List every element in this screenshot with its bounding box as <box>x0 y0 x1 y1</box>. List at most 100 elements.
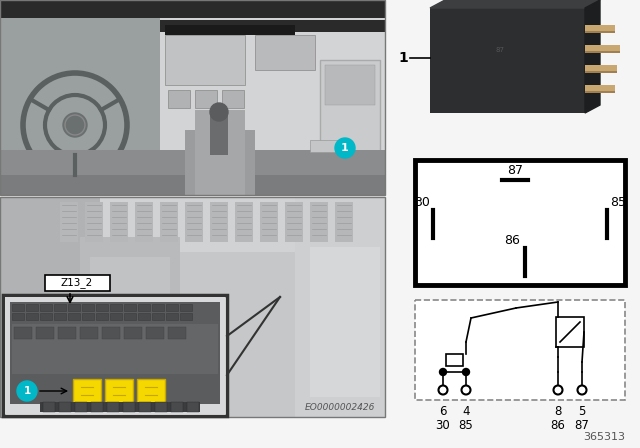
Circle shape <box>63 113 87 137</box>
Bar <box>180 304 192 311</box>
Text: 365313: 365313 <box>583 432 625 442</box>
Bar <box>58 327 76 339</box>
Text: EO0000002426: EO0000002426 <box>305 403 375 412</box>
Bar <box>187 402 199 412</box>
Text: 6: 6 <box>439 405 447 418</box>
Bar <box>54 304 66 311</box>
Text: 5: 5 <box>579 405 586 418</box>
Bar <box>12 324 218 374</box>
Bar <box>0 197 385 417</box>
Bar <box>124 304 136 311</box>
Bar <box>110 304 122 311</box>
Bar <box>91 402 103 412</box>
Bar <box>310 140 340 152</box>
Bar <box>73 379 101 403</box>
Bar <box>40 313 52 320</box>
Bar <box>0 0 385 195</box>
Bar <box>210 115 228 155</box>
Text: 85: 85 <box>610 195 626 208</box>
Bar <box>123 402 135 412</box>
Text: 85: 85 <box>459 419 474 432</box>
Bar <box>585 85 615 93</box>
Bar <box>320 60 380 160</box>
Text: 1: 1 <box>398 51 408 65</box>
Bar <box>26 313 38 320</box>
Bar <box>171 402 183 412</box>
Bar <box>446 354 463 366</box>
Circle shape <box>17 381 37 401</box>
Bar <box>166 304 178 311</box>
Bar <box>43 402 55 412</box>
Circle shape <box>463 369 470 375</box>
Bar <box>107 402 119 412</box>
Bar <box>12 313 24 320</box>
Bar <box>12 304 24 311</box>
Bar <box>138 304 150 311</box>
Bar <box>139 402 151 412</box>
Bar <box>137 379 165 403</box>
Bar <box>80 327 98 339</box>
Bar <box>138 313 150 320</box>
Text: 86: 86 <box>504 233 520 246</box>
Text: Z13_2: Z13_2 <box>61 278 93 289</box>
Bar <box>585 25 615 33</box>
Bar <box>415 300 625 400</box>
Bar <box>14 327 32 339</box>
Bar <box>59 402 71 412</box>
Bar <box>68 304 80 311</box>
Bar <box>124 327 142 339</box>
Bar <box>5 297 225 414</box>
Bar <box>185 130 255 195</box>
Text: 87: 87 <box>495 47 504 53</box>
Bar <box>85 202 103 242</box>
Circle shape <box>440 369 447 375</box>
Bar <box>195 110 245 195</box>
Text: 30: 30 <box>436 419 451 432</box>
Bar <box>40 304 52 311</box>
Bar <box>0 150 385 195</box>
Bar <box>110 313 122 320</box>
Bar <box>180 313 192 320</box>
Bar <box>96 313 108 320</box>
Bar <box>68 313 80 320</box>
Bar <box>255 35 315 70</box>
Bar <box>415 160 625 285</box>
Text: 8: 8 <box>554 405 562 418</box>
Bar <box>585 31 615 33</box>
Bar <box>40 402 200 412</box>
Bar <box>310 247 380 397</box>
Polygon shape <box>585 0 600 113</box>
Bar <box>168 327 186 339</box>
Circle shape <box>335 138 355 158</box>
Bar <box>45 275 110 291</box>
Text: 86: 86 <box>550 419 565 432</box>
Bar <box>82 313 94 320</box>
Text: 30: 30 <box>414 195 430 208</box>
Text: 87: 87 <box>575 419 589 432</box>
Bar <box>105 379 133 403</box>
Bar <box>0 0 385 18</box>
Bar <box>160 18 385 195</box>
Bar <box>160 20 385 32</box>
Circle shape <box>210 103 228 121</box>
Bar <box>96 304 108 311</box>
Bar <box>585 51 620 53</box>
Bar <box>325 65 375 105</box>
Bar <box>430 8 585 113</box>
Bar <box>26 304 38 311</box>
Bar <box>295 197 385 417</box>
Bar <box>585 45 620 53</box>
Bar <box>585 71 617 73</box>
Bar <box>556 317 584 347</box>
Bar <box>75 402 87 412</box>
Text: 1: 1 <box>341 143 349 153</box>
Bar <box>0 18 385 78</box>
Bar <box>36 327 54 339</box>
Text: 87: 87 <box>507 164 523 177</box>
Bar <box>0 175 385 195</box>
Bar <box>155 402 167 412</box>
Bar <box>285 202 303 242</box>
Polygon shape <box>430 0 600 8</box>
Bar <box>152 304 164 311</box>
Bar <box>102 327 120 339</box>
